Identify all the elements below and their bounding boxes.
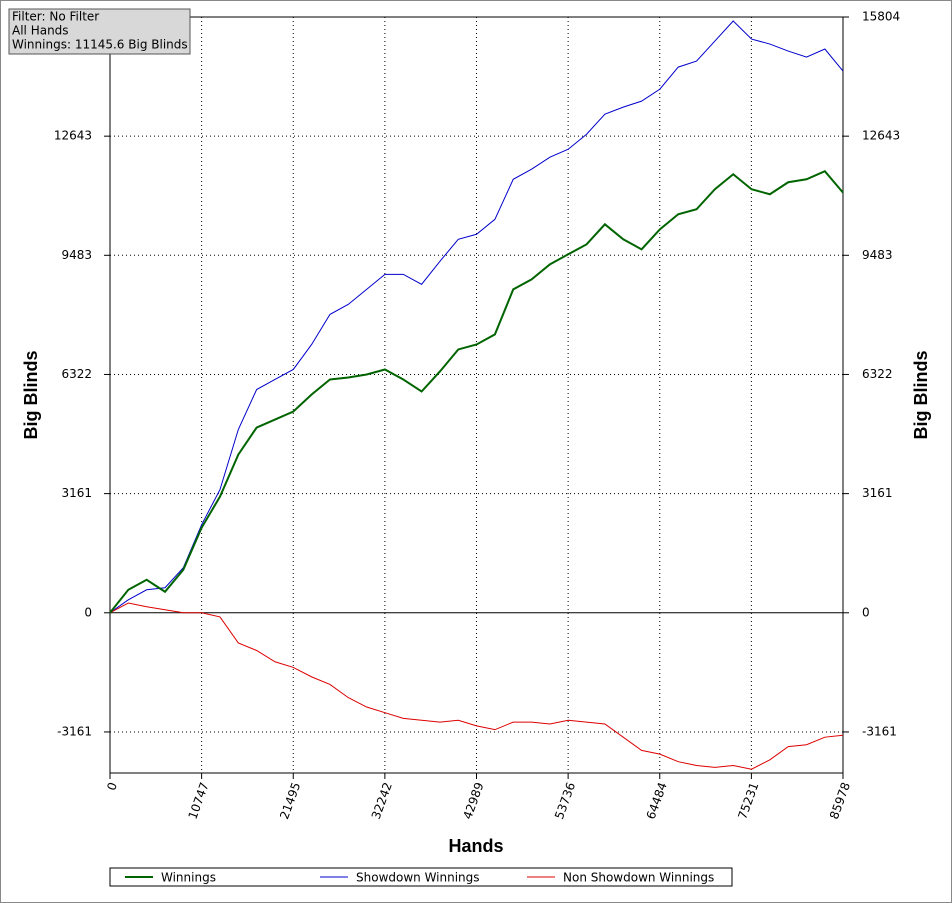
info-hands: All Hands	[12, 24, 69, 38]
y2-tick-label: -3161	[862, 724, 897, 738]
legend-label: Showdown Winnings	[356, 871, 480, 885]
legend-label: Non Showdown Winnings	[563, 871, 714, 885]
y2-tick-label: 15804	[862, 10, 900, 24]
info-background	[8, 8, 191, 55]
y-tick-label: 0	[84, 605, 92, 619]
y-tick-label: 3161	[61, 486, 92, 500]
y-tick-label: -3161	[57, 724, 92, 738]
y-tick-label: 6322	[61, 367, 92, 381]
y-axis-title: Big Blinds	[21, 351, 41, 440]
x-axis-title: Hands	[448, 836, 503, 856]
y-tick-label: 12643	[54, 129, 92, 143]
series-line	[109, 170, 844, 614]
info-winnings: Winnings: 11145.6 Big Blinds	[12, 38, 188, 52]
info-filter: Filter: No Filter	[12, 10, 99, 24]
y2-tick-label: 12643	[862, 129, 900, 143]
y2-tick-label: 3161	[862, 486, 893, 500]
y2-tick-label: 6322	[862, 367, 893, 381]
y-tick-label: 9483	[61, 248, 92, 262]
y2-tick-label: 9483	[862, 248, 893, 262]
x-tick-label: 0	[104, 780, 120, 792]
series-line	[109, 20, 844, 614]
series-line	[109, 602, 844, 770]
y2-tick-label: 0	[862, 605, 870, 619]
legend-label: Winnings	[161, 871, 216, 885]
info-box: Filter: No Filter All Hands Winnings: 11…	[8, 8, 191, 55]
y2-axis-title: Big Blinds	[911, 351, 931, 440]
legend	[109, 867, 733, 887]
